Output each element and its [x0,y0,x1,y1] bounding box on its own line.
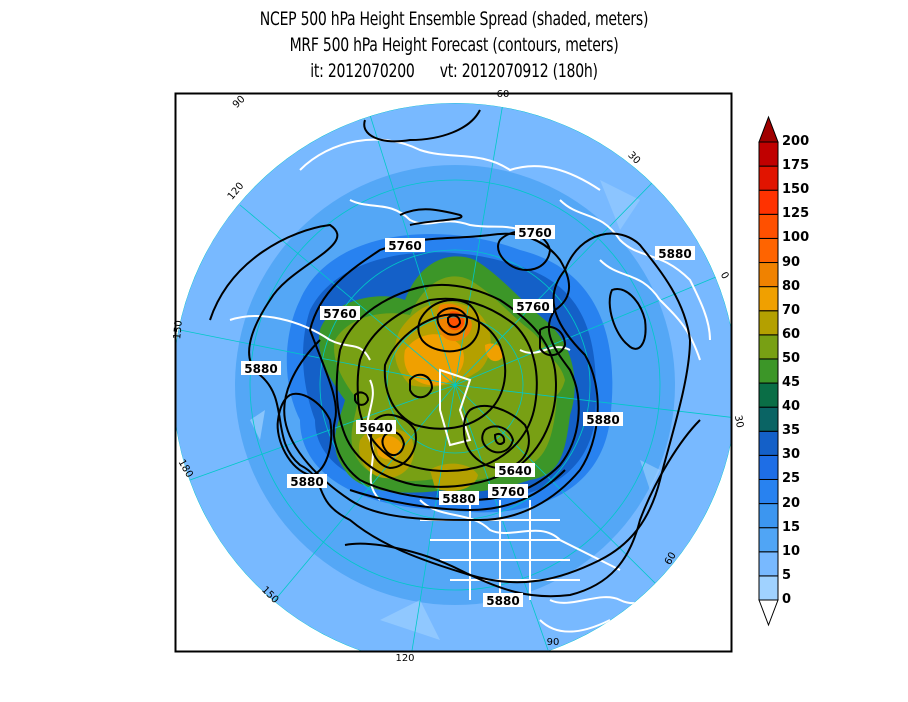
colorbar-swatch [758,358,779,384]
colorbar-tick-label: 150 [782,182,810,198]
colorbar-under-arrow [758,599,779,627]
contour-label: 5880 [483,593,523,608]
colorbar-swatch [758,165,779,191]
svg-text:5640: 5640 [359,421,392,435]
chart-time-info: it: 2012070200 vt: 2012070912 (180h) [310,60,598,82]
colorbar-tick-label: 10 [782,543,801,559]
svg-text:5760: 5760 [518,226,551,240]
colorbar-swatch [758,334,779,360]
svg-text:5880: 5880 [658,247,691,261]
colorbar-swatch [758,382,779,408]
colorbar-swatch [758,286,779,312]
svg-text:5880: 5880 [486,594,519,608]
colorbar-swatch [758,454,779,480]
colorbar-swatch [758,406,779,432]
contour-label: 5640 [495,463,535,478]
colorbar-swatch [758,141,779,167]
lon-label: 150 [172,320,185,340]
colorbar-tick-label: 15 [782,519,801,535]
colorbar-tick-label: 40 [782,399,801,415]
colorbar-swatch [758,262,779,288]
chart-title: NCEP 500 hPa Height Ensemble Spread (sha… [259,8,649,30]
svg-text:5760: 5760 [516,300,549,314]
svg-text:5760: 5760 [323,307,356,321]
contour-label: 5880 [439,491,479,506]
colorbar-tick-label: 70 [782,302,801,318]
colorbar-swatch [758,575,779,601]
colorbar-swatch [758,527,779,553]
colorbar-tick-label: 45 [782,375,801,391]
contour-label: 5760 [513,299,553,314]
chart-subtitle: MRF 500 hPa Height Forecast (contours, m… [289,34,619,56]
colorbar-tick-label: 100 [782,230,810,246]
lon-label: 120 [395,653,414,664]
contour-label: 5760 [385,238,425,253]
colorbar-swatch [758,189,779,215]
lon-label: 0 [718,270,731,281]
lon-label: 30 [732,414,745,428]
colorbar-swatch [758,430,779,456]
svg-text:5760: 5760 [388,239,421,253]
colorbar [758,115,779,627]
colorbar-tick-label: 90 [782,254,801,270]
contour-labels: 5760 5760 5760 5760 5880 5880 5640 5880 … [241,225,695,608]
colorbar-swatch [758,237,779,264]
colorbar-tick-label: 25 [782,471,801,487]
chart-title-block: NCEP 500 hPa Height Ensemble Spread (sha… [0,6,908,84]
colorbar-tick-label: 200 [782,134,810,149]
lon-label: 90 [547,637,560,648]
colorbar-swatch [758,213,779,239]
contour-label: 5880 [583,412,623,427]
colorbar-swatch [758,310,779,336]
colorbar-tick-label: 30 [782,447,801,463]
height-contours [209,109,701,598]
contour-label: 5880 [655,246,695,261]
svg-text:5640: 5640 [498,464,531,478]
contour-label: 5760 [320,306,360,321]
colorbar-tick-label: 35 [782,423,801,439]
contour-label: 5640 [356,420,396,435]
colorbar-tick-label: 80 [782,278,801,294]
colorbar-tick-label: 0 [782,592,792,607]
colorbar-swatch [758,478,779,505]
colorbar-tick-label: 175 [782,158,810,174]
svg-text:5880: 5880 [586,413,619,427]
colorbar-over-arrow [758,115,779,143]
svg-text:5880: 5880 [290,475,323,489]
contour-label: 5760 [515,225,555,240]
colorbar-tick-label: 125 [782,206,810,222]
colorbar-tick-label: 20 [782,495,801,511]
colorbar-swatch [758,503,779,529]
contour-label: 5880 [241,361,281,376]
contour-label: 5880 [287,474,327,489]
colorbar-swatch [758,551,779,577]
map-frame [174,92,733,653]
colorbar-tick-label: 50 [782,350,801,366]
svg-text:5880: 5880 [442,492,475,506]
svg-text:5880: 5880 [244,362,277,376]
svg-text:5760: 5760 [491,485,524,499]
lon-label: 90 [231,94,248,111]
contour-label: 5760 [488,484,528,499]
colorbar-tick-label: 5 [782,567,792,583]
colorbar-tick-label: 60 [782,326,801,342]
